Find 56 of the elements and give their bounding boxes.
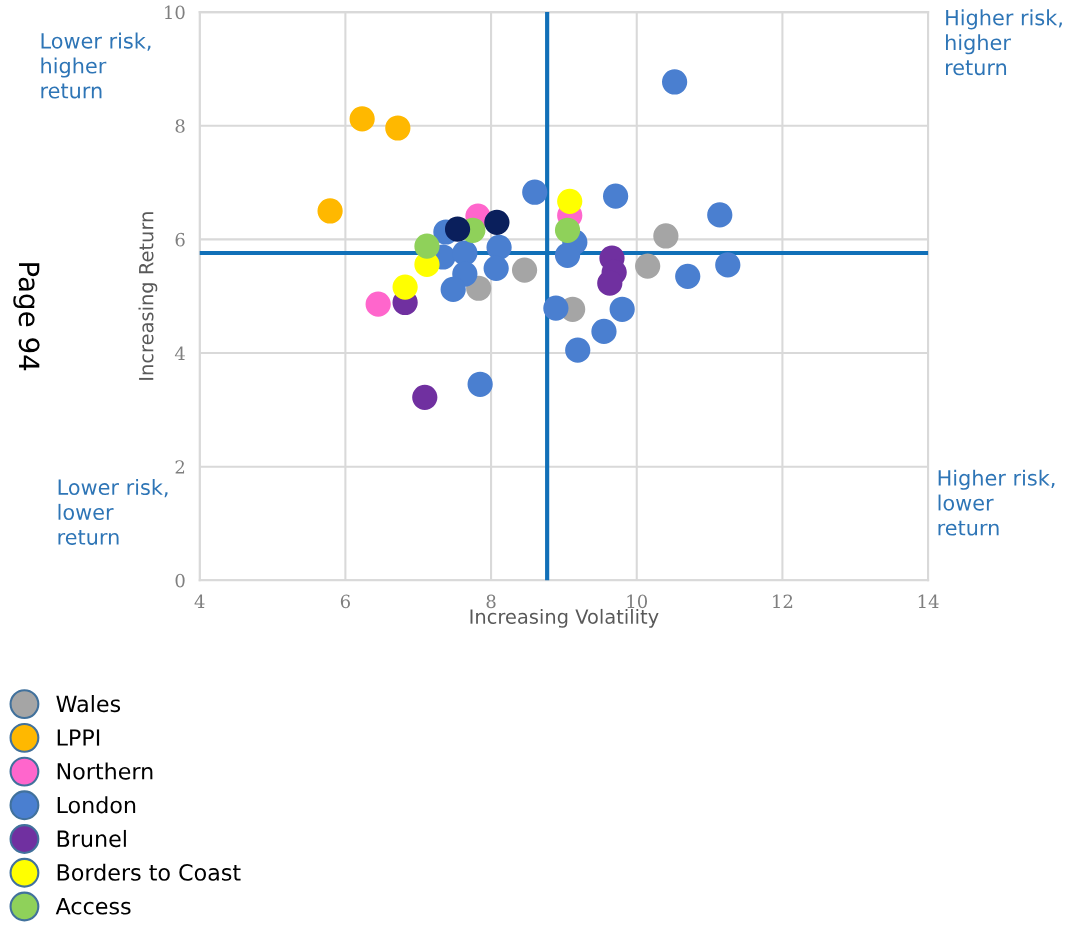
point bbox=[597, 270, 623, 296]
point bbox=[484, 209, 510, 235]
y-tick-label: 0 bbox=[175, 573, 185, 588]
x-tick-label: 14 bbox=[918, 594, 939, 608]
point bbox=[317, 198, 343, 224]
point bbox=[385, 115, 411, 141]
legend-label: Wales bbox=[56, 695, 121, 713]
point bbox=[414, 233, 440, 259]
y-axis-title: Increasing Return bbox=[138, 212, 158, 380]
point bbox=[486, 234, 512, 260]
x-axis-title: Increasing Volatility bbox=[470, 608, 659, 628]
point bbox=[635, 253, 661, 279]
point bbox=[522, 179, 548, 205]
legend-label: LPPI bbox=[57, 729, 100, 746]
point bbox=[662, 69, 688, 95]
point bbox=[707, 202, 733, 228]
point bbox=[554, 242, 581, 268]
point bbox=[557, 188, 583, 214]
point bbox=[675, 263, 701, 289]
text: Higher risk, lower return bbox=[938, 469, 1055, 536]
point bbox=[511, 257, 538, 283]
legend-label: Borders to Coast bbox=[57, 863, 241, 881]
point bbox=[609, 296, 635, 322]
point bbox=[412, 384, 438, 410]
point bbox=[565, 337, 591, 363]
point bbox=[653, 223, 679, 249]
point bbox=[349, 106, 375, 132]
x-tick-label: 12 bbox=[773, 594, 793, 608]
x-tick-label: 4 bbox=[194, 594, 205, 608]
text: Page 94 bbox=[13, 263, 40, 371]
point bbox=[554, 217, 581, 243]
point bbox=[591, 318, 617, 345]
point bbox=[483, 255, 509, 281]
point bbox=[444, 216, 471, 242]
y-tick-label: 6 bbox=[175, 232, 185, 247]
text: Lower risk, lower return bbox=[58, 478, 168, 545]
x-tick-label: 10 bbox=[627, 594, 648, 609]
point bbox=[365, 291, 391, 317]
text: Lower risk, higher return bbox=[41, 32, 151, 99]
legend-label: London bbox=[57, 796, 136, 814]
legend-label: Brunel bbox=[57, 829, 126, 848]
legend-label: Access bbox=[55, 898, 131, 915]
legend-label: Northern bbox=[57, 762, 153, 780]
point bbox=[467, 371, 493, 397]
point bbox=[603, 183, 629, 209]
text: Higher risk, higher return bbox=[946, 9, 1062, 76]
point bbox=[392, 274, 418, 300]
x-tick-label: 6 bbox=[340, 594, 350, 609]
y-tick-label: 2 bbox=[175, 460, 185, 474]
point bbox=[440, 276, 466, 302]
point bbox=[543, 295, 569, 321]
y-tick-label: 4 bbox=[174, 346, 185, 360]
x-tick-label: 8 bbox=[486, 594, 496, 609]
y-tick-label: 8 bbox=[175, 119, 185, 133]
y-tick-label: 10 bbox=[165, 5, 185, 20]
point bbox=[715, 252, 741, 278]
